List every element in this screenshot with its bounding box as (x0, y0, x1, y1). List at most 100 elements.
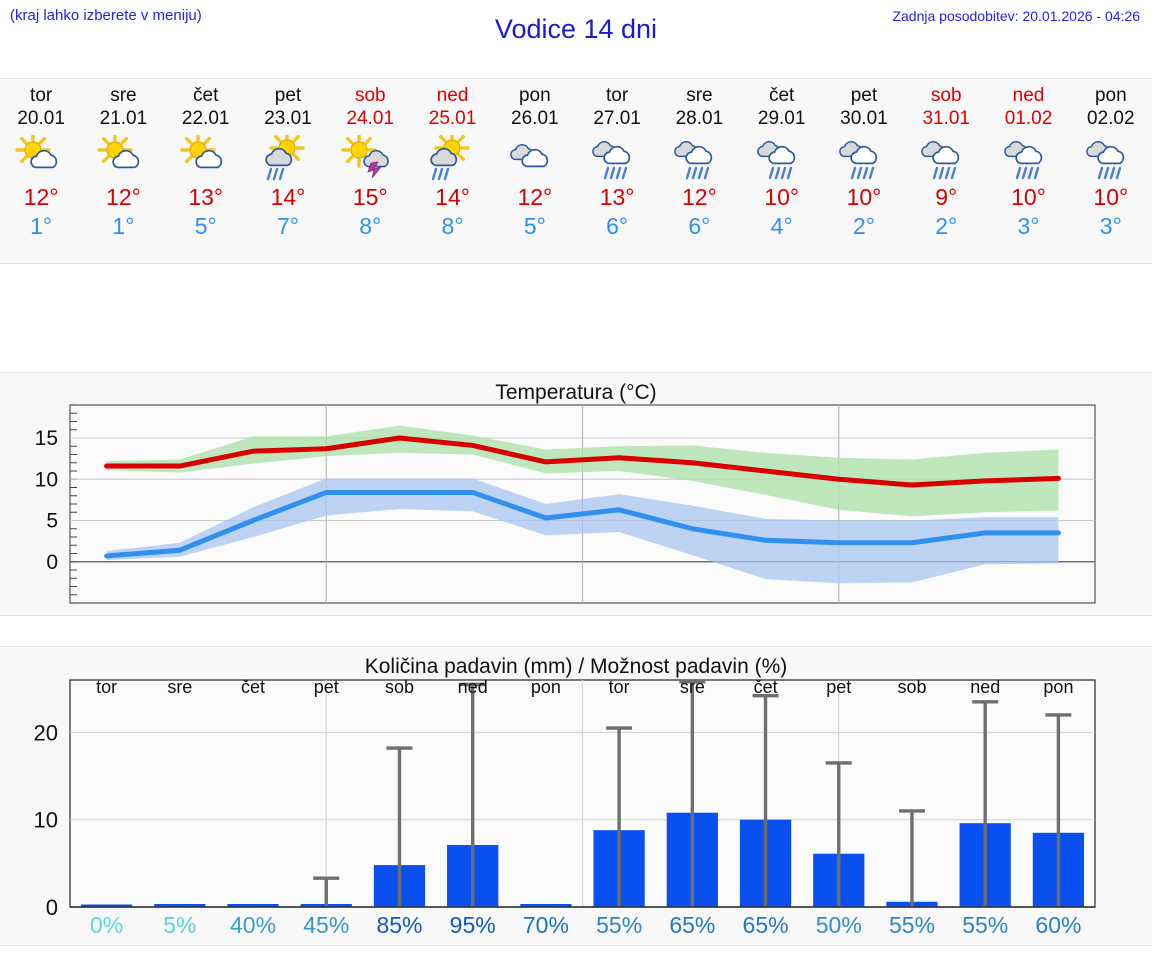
precipitation-day-label: pet (313, 677, 339, 697)
min-temperature: 1° (112, 213, 135, 239)
precipitation-probability: 65% (669, 912, 716, 938)
precipitation-probability: 5% (163, 912, 197, 938)
precipitation-day-label: pon (530, 677, 561, 697)
min-temperature: 1° (30, 213, 53, 239)
forecast-day-column[interactable]: tor 20.01 12° 1° (0, 79, 82, 263)
min-temperature: 5° (523, 213, 546, 239)
precipitation-whisker (1045, 713, 1072, 907)
forecast-day-column[interactable]: sre 28.01 12° 6° (658, 79, 740, 263)
precipitation-whisker (386, 746, 413, 907)
precipitation-probability: 55% (962, 912, 1009, 938)
day-name: tor (606, 85, 629, 106)
precipitation-day-label: ned (970, 677, 1001, 697)
min-temperature: 6° (688, 213, 711, 239)
day-name: pet (274, 85, 302, 106)
precipitation-bar (154, 904, 206, 907)
day-date: 22.01 (181, 108, 230, 129)
day-date: 01.02 (1004, 108, 1053, 129)
day-date: 24.01 (346, 108, 395, 129)
day-date: 20.01 (17, 108, 65, 129)
max-temperature: 12° (23, 184, 59, 210)
max-temperature: 10° (846, 184, 882, 210)
max-temperature: 13° (599, 184, 635, 210)
cloud-rain-icon (1082, 133, 1140, 183)
day-name: sre (110, 85, 137, 106)
cloud-rain-icon (588, 133, 646, 183)
cloud-rain-icon (670, 133, 728, 183)
temperature-y-tick: 15 (35, 427, 58, 450)
forecast-day-column[interactable]: pet 30.01 10° 2° (823, 79, 905, 263)
chart-gap (0, 616, 1152, 646)
precipitation-probability: 50% (815, 912, 862, 938)
temperature-chart-title: Temperatura (°C) (495, 381, 657, 404)
day-name: ned (436, 85, 469, 106)
forecast-day-column[interactable]: ned 25.01 14° 8° (411, 79, 493, 263)
min-temperature: 4° (770, 213, 793, 239)
day-date: 02.02 (1087, 108, 1135, 129)
min-temperature: 8° (441, 213, 464, 239)
day-name: sob (930, 85, 962, 106)
precipitation-day-label: čet (241, 677, 266, 697)
precipitation-probability: 60% (1035, 912, 1082, 938)
forecast-day-column[interactable]: sre 21.01 12° 1° (82, 79, 164, 263)
cloudy-icon (506, 133, 564, 183)
day-date: 29.01 (757, 108, 806, 129)
daily-forecast-strip: tor 20.01 12° 1° sre 21.01 12° 1° čet 22.01 13° 5° p… (0, 78, 1152, 264)
forecast-day-column[interactable]: sob 24.01 15° 8° (329, 79, 411, 263)
forecast-day-column[interactable]: čet 22.01 13° 5° (165, 79, 247, 263)
precipitation-whisker (898, 809, 925, 907)
forecast-day-column[interactable]: tor 27.01 13° 6° (576, 79, 658, 263)
forecast-day-column[interactable]: pet 23.01 14° 7° (247, 79, 329, 263)
forecast-day-column[interactable]: pon 26.01 12° 5° (494, 79, 576, 263)
max-temperature: 14° (270, 184, 306, 210)
precipitation-whisker (825, 761, 852, 907)
max-temperature: 13° (188, 184, 224, 210)
precipitation-y-tick: 10 (34, 808, 58, 833)
precipitation-whisker (972, 700, 999, 907)
precipitation-bar (80, 904, 133, 907)
day-name: pet (850, 85, 878, 106)
min-temperature: 8° (359, 213, 382, 239)
cloud-rain-icon (917, 133, 975, 183)
sun-cloud-icon (94, 133, 152, 183)
temperature-y-tick: 0 (46, 551, 58, 574)
day-date: 25.01 (428, 108, 477, 129)
day-name: čet (193, 85, 219, 106)
precipitation-chart: Količina padavin (mm) / Možnost padavin … (0, 646, 1152, 946)
max-temperature: 15° (352, 184, 388, 210)
precipitation-whisker (679, 680, 706, 907)
precipitation-whisker (752, 694, 779, 907)
precipitation-day-label: pon (1043, 677, 1074, 697)
day-name: tor (30, 85, 53, 106)
day-date: 27.01 (593, 108, 641, 129)
cloud-rain-icon (753, 133, 811, 183)
forecast-day-column[interactable]: čet 29.01 10° 4° (741, 79, 823, 263)
precipitation-day-label: tor (96, 677, 118, 697)
forecast-day-column[interactable]: pon 02.02 10° 3° (1070, 79, 1152, 263)
precipitation-whisker (459, 682, 486, 907)
precipitation-day-label: sre (167, 677, 193, 697)
max-temperature: 10° (764, 184, 800, 210)
temperature-series-line (104, 435, 1061, 488)
precipitation-day-label: čet (753, 677, 778, 697)
day-date: 21.01 (99, 108, 148, 129)
forecast-day-column[interactable]: ned 01.02 10° 3° (987, 79, 1069, 263)
precipitation-plot: 0 10 20 (34, 679, 1096, 920)
strip-chart-gap (0, 264, 1152, 372)
forecast-day-column[interactable]: sob 31.01 9° 2° (905, 79, 987, 263)
sun-cloud-rain-icon (424, 133, 482, 183)
precipitation-probability: 55% (888, 912, 936, 938)
precipitation-probability: 95% (449, 912, 496, 938)
precipitation-day-label: sob (897, 677, 927, 697)
precipitation-probability: 55% (596, 912, 643, 938)
precipitation-day-label: sre (679, 677, 705, 697)
precipitation-y-tick: 20 (34, 720, 58, 745)
cloud-rain-icon (1000, 133, 1058, 183)
menu-hint-text: (kraj lahko izberete v meniju) (10, 7, 202, 24)
last-updated-text: Zadnja posodobitev: 20.01.2026 - 04:26 (892, 8, 1140, 24)
max-temperature: 12° (106, 184, 141, 210)
temperature-series-line (104, 489, 1061, 559)
temperature-range-band (106, 478, 1059, 584)
day-name: čet (768, 85, 795, 106)
